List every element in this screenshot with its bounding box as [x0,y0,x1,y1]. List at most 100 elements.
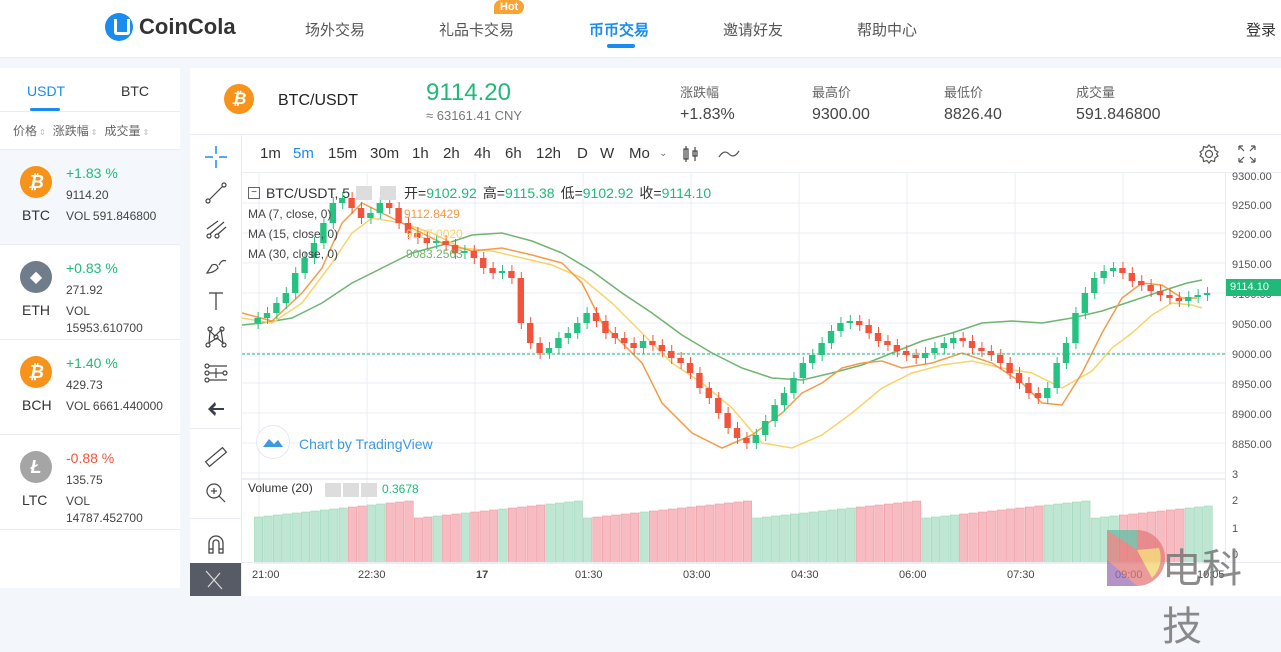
interval-1h[interactable]: 1h [412,145,429,162]
coin-change: +0.83 % [66,260,118,276]
interval-1m[interactable]: 1m [260,145,281,162]
interval-12h[interactable]: 12h [536,145,562,162]
brand-name: CoinCola [139,14,236,39]
pitchfork-icon[interactable] [202,215,230,243]
ma30-value: 9083.2563 [406,247,463,261]
tab-usdt[interactable]: USDT [27,83,66,99]
current-price-label: 9114.10 [1226,279,1281,296]
coin-volume: VOL 591.846800 [66,209,157,223]
brush-icon[interactable] [202,251,230,279]
ma30-label: MA (30, close, 0) [248,247,339,261]
ma15-value: 9127.0020 [406,227,463,241]
coin-price: 9114.20 [66,188,109,202]
interval-15m[interactable]: 15m [328,145,358,162]
chevron-down-icon[interactable]: ⌄ [659,148,668,159]
sort-change[interactable]: 涨跌幅 ⇕ [52,124,98,138]
fullscreen-icon[interactable] [1237,144,1257,169]
sort-price[interactable]: 价格 ⇕ [13,124,46,138]
bitcoin-icon: ₿ [20,166,52,198]
coincola-logo-icon [105,13,133,41]
sort-arrows-icon: ⇕ [90,128,98,137]
volume-label: Volume (20) [248,481,313,495]
coin-volume: VOL 14787.452700 [66,494,143,525]
candlestick-type-icon[interactable] [682,145,700,168]
series-settings-icon[interactable] [380,186,397,200]
ma7-label: MA (7, close, 0) [248,207,332,221]
sort-header-row: 价格 ⇕ 涨跌幅 ⇕ 成交量 ⇕ [0,112,180,150]
coin-symbol: LTC [22,492,48,508]
coin-change: +1.40 % [66,355,118,371]
crosshair-icon[interactable] [202,143,230,171]
interval-mo[interactable]: Mo [629,145,650,162]
volume-settings-icon[interactable] [343,482,359,497]
market-list-sidebar: USDT BTC 价格 ⇕ 涨跌幅 ⇕ 成交量 ⇕ ₿ BTC +1.83 % 911… [0,68,180,588]
price-chart-canvas[interactable] [242,173,1225,584]
interval-d[interactable]: D [577,145,588,162]
tab-btc[interactable]: BTC [121,83,149,99]
series-title: BTC/USDT, 5 [266,185,351,201]
remove-volume-icon[interactable] [361,482,377,497]
ohlc-low: 9102.92 [582,185,634,201]
nav-giftcard-trade[interactable]: 礼品卡交易 [439,22,515,39]
coin-symbol: BTC [22,207,50,223]
market-item-bch[interactable]: ₿ BCH +1.40 % 429.73 VOL 6661.440000 [0,340,180,435]
login-link[interactable]: 登录 [1246,22,1277,39]
watermark-logo-icon [1107,530,1165,586]
visibility-eye-icon[interactable] [356,186,373,200]
active-nav-indicator [607,44,635,48]
market-item-ltc[interactable]: Ł LTC -0.88 % 135.75 VOL 14787.452700 [0,435,180,530]
chart-toolbar: 1m 5m 15m 30m 1h 2h 4h 6h 12h D W Mo ⌄ [242,135,1281,173]
volume-value: 0.3678 [382,482,419,496]
price-axis[interactable]: 9300.00 9250.00 9200.00 9150.00 9100.00 … [1225,171,1281,563]
collapse-legend-icon[interactable]: − [248,187,260,199]
visibility-eye-icon[interactable] [325,482,341,497]
pattern-icon[interactable] [202,323,230,351]
nav-invite-friends[interactable]: 邀请好友 [723,22,784,39]
nav-otc-trade[interactable]: 场外交易 [305,22,366,39]
market-item-btc[interactable]: ₿ BTC +1.83 % 9114.20 VOL 591.846800 [0,150,180,245]
back-arrow-icon[interactable] [202,395,230,423]
coin-price: 135.75 [66,473,103,487]
coin-change: +1.83 % [66,165,118,181]
top-nav-bar: CoinCola 场外交易 礼品卡交易 Hot 币币交易 邀请好友 帮助中心 登… [0,0,1281,58]
interval-4h[interactable]: 4h [474,145,491,162]
chart-legend: − BTC/USDT, 5 开=9102.92 高=9115.38 低=9102… [248,183,711,203]
bitcoin-icon: ₿ [224,84,254,114]
trend-line-icon[interactable] [202,179,230,207]
coin-symbol: ETH [22,302,50,318]
zoom-in-icon[interactable] [202,479,230,507]
lock-drawings-button[interactable] [190,563,241,596]
brand-logo[interactable]: CoinCola [105,13,236,41]
indicators-icon[interactable] [718,146,740,167]
tradingview-attribution[interactable]: Chart by TradingView [299,436,433,452]
tradingview-logo-icon[interactable] [256,425,290,459]
site-watermark: 电科技 [1107,530,1267,649]
interval-2h[interactable]: 2h [443,145,460,162]
interval-6h[interactable]: 6h [505,145,522,162]
nav-help-center[interactable]: 帮助中心 [857,22,918,39]
ohlc-open: 9102.92 [426,185,477,201]
hot-badge: Hot [494,0,525,14]
coin-volume: VOL 15953.610700 [66,304,143,335]
stat-low: 最低价 8826.40 [944,85,1002,123]
fib-tool-icon[interactable] [202,359,230,387]
coin-price: 271.92 [66,283,103,297]
stat-change: 涨跌幅 +1.83% [680,85,735,123]
ma7-value: 9112.8429 [404,207,460,221]
litecoin-icon: Ł [20,451,52,483]
quote-currency-tabs: USDT BTC [0,68,180,112]
ma15-label: MA (15, close, 0) [248,227,339,241]
magnet-icon[interactable] [202,530,230,558]
market-item-eth[interactable]: ◆ ETH +0.83 % 271.92 VOL 15953.610700 [0,245,180,340]
interval-30m[interactable]: 30m [370,145,400,162]
text-tool-icon[interactable] [202,287,230,315]
interval-5m[interactable]: 5m [293,145,314,162]
nav-coin-trade[interactable]: 币币交易 [589,22,650,39]
coin-symbol: BCH [22,397,52,413]
settings-gear-icon[interactable] [1198,143,1220,170]
sort-volume[interactable]: 成交量 ⇕ [104,124,150,138]
interval-w[interactable]: W [600,145,615,162]
cny-price: ≈ 63161.41 CNY [426,108,523,123]
ruler-icon[interactable] [202,443,230,471]
sort-arrows-icon: ⇕ [39,128,46,137]
